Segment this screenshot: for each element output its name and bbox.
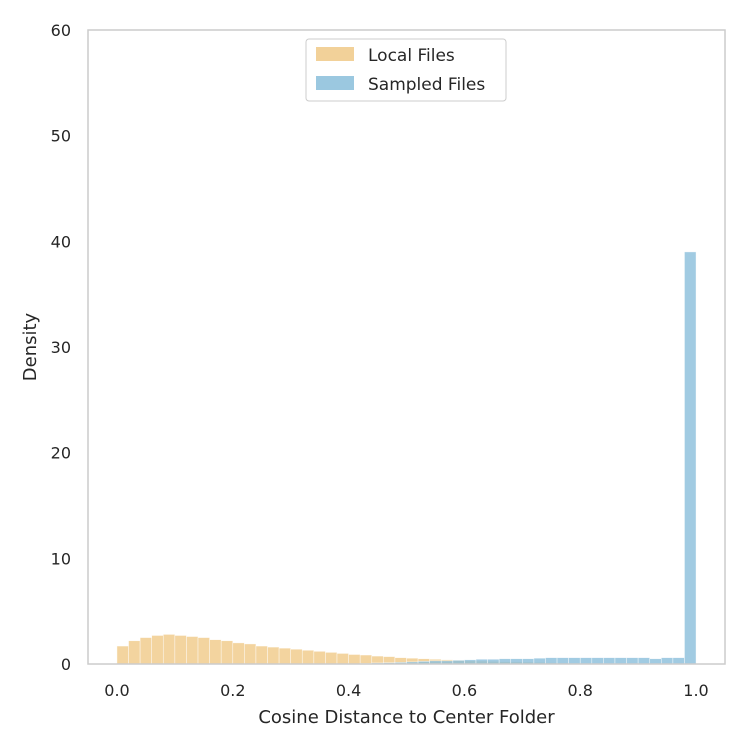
local-files-bar — [325, 652, 338, 665]
sampled-files-bar — [522, 658, 535, 665]
local-files-bar — [128, 640, 141, 665]
local-files-bar — [348, 654, 361, 665]
sampled-files-bar — [579, 657, 593, 665]
local-files-bar — [139, 637, 152, 665]
x-axis-label: Cosine Distance to Center Folder — [258, 707, 555, 728]
sampled-files-bar — [545, 657, 558, 665]
sampled-files-bar — [533, 657, 546, 665]
x-tick-label: 0.2 — [220, 681, 245, 700]
local-files-bar — [220, 640, 234, 665]
local-files-bar — [186, 636, 199, 665]
legend-box — [305, 38, 507, 102]
y-axis-ticks: 0 10 20 30 40 50 60 — [51, 21, 71, 674]
sampled-files-bar — [649, 658, 662, 665]
local-files-bar — [359, 654, 373, 665]
sampled-files-bar — [684, 251, 697, 665]
sampled-files-bar — [603, 657, 616, 665]
local-files-bar — [301, 649, 315, 665]
legend-label-local-files: Local Files — [368, 46, 455, 66]
sampled-files-bar — [626, 657, 639, 665]
x-tick-label: 0.8 — [567, 681, 592, 700]
legend-swatch-local-files — [316, 47, 354, 61]
y-axis-label: Density — [20, 312, 41, 381]
plot-frame — [87, 29, 726, 665]
local-files-bar — [151, 635, 164, 665]
y-tick-label: 20 — [51, 444, 71, 463]
x-tick-label: 0.6 — [452, 681, 477, 700]
y-tick-label: 30 — [51, 338, 71, 357]
legend-swatch-sampled-files — [316, 76, 354, 90]
local-files-bar — [255, 645, 268, 665]
local-files-bar — [162, 634, 176, 665]
local-files-bar — [290, 648, 303, 665]
local-files-bar — [278, 647, 291, 665]
local-files-bar — [267, 646, 280, 665]
local-files-bar — [232, 642, 245, 665]
y-tick-label: 60 — [51, 21, 71, 40]
sampled-files-bar — [660, 657, 674, 665]
sampled-files-bar — [672, 657, 685, 665]
x-tick-label: 1.0 — [683, 681, 708, 700]
legend-label-sampled-files: Sampled Files — [368, 75, 485, 95]
local-files-bar — [244, 643, 257, 665]
sampled-files-bar — [591, 657, 604, 665]
local-files-bar — [336, 653, 349, 665]
y-tick-label: 0 — [61, 655, 71, 674]
sampled-files-bar — [568, 657, 581, 665]
sampled-files-bar — [637, 657, 651, 665]
sampled-files-bar — [510, 658, 523, 665]
local-files-bar — [116, 645, 129, 665]
sampled-files-bar — [556, 657, 569, 665]
local-files-bar — [197, 637, 210, 665]
x-axis-ticks: 0.0 0.2 0.4 0.6 0.8 1.0 — [104, 681, 708, 700]
y-tick-label: 10 — [51, 549, 71, 568]
legend: Local Files Sampled Files — [305, 38, 507, 102]
local-files-bar — [209, 639, 222, 665]
x-tick-label: 0.4 — [336, 681, 361, 700]
local-files-bar — [313, 651, 326, 665]
local-files-bar — [174, 635, 187, 665]
y-tick-label: 50 — [51, 127, 71, 146]
sampled-files-bar — [614, 657, 627, 665]
sampled-files-bar — [498, 658, 512, 665]
y-tick-label: 40 — [51, 232, 71, 251]
x-tick-label: 0.0 — [104, 681, 129, 700]
